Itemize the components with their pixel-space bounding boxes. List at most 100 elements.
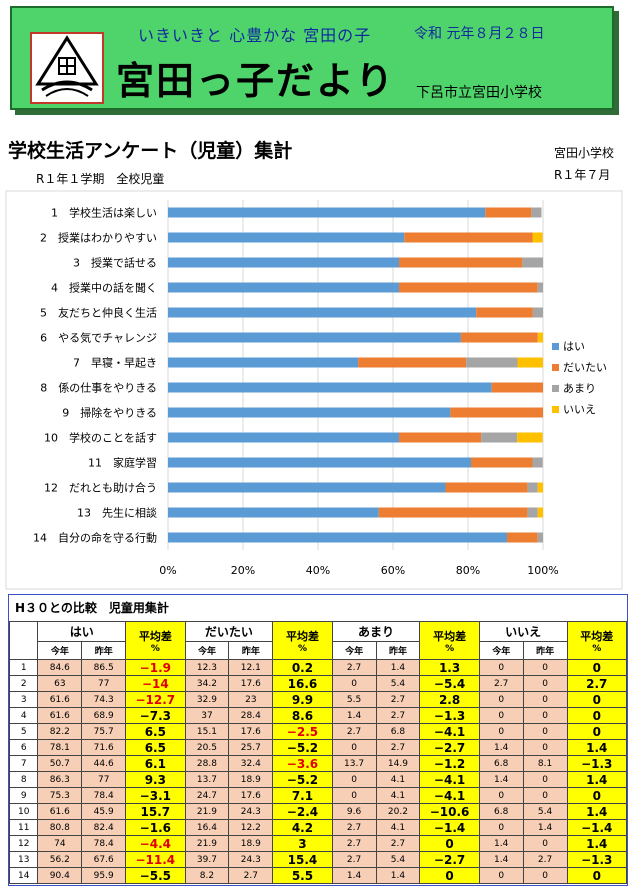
bar-segment <box>445 482 528 493</box>
school-emblem-icon <box>30 32 104 104</box>
avg-diff-value: −3.1 <box>125 787 186 804</box>
report-period: R１年１学期 全校児童 <box>36 172 165 186</box>
table-row: 8 86.3 77 9.3 13.7 18.9 −5.2 0 4.1 −4.1 1.4 0 1.4 <box>8 771 628 788</box>
this-year-value: 16.4 <box>184 819 230 836</box>
avg-diff-value: 9.9 <box>272 691 333 708</box>
bar-segment <box>537 482 543 493</box>
bar-segment <box>399 257 523 268</box>
last-year-value: 4.1 <box>375 787 421 804</box>
this-year-value: 13.7 <box>184 771 230 788</box>
this-year-value: 15.1 <box>184 723 230 740</box>
this-year-value: 1.4 <box>478 771 524 788</box>
avg-diff-value: −7.3 <box>125 707 186 724</box>
last-year-value: 24.3 <box>228 851 274 868</box>
category-label: 14 自分の命を守る行動 <box>33 531 157 545</box>
row-number: 14 <box>8 867 39 884</box>
x-tick-label: 40% <box>306 564 330 577</box>
category-label: 3 授業で話せる <box>73 256 157 270</box>
avg-diff-value: 1.4 <box>566 739 628 756</box>
this-year-value: 84.6 <box>37 659 83 676</box>
avg-diff-value: −1.4 <box>419 819 480 836</box>
avg-diff-value: 2.8 <box>419 691 480 708</box>
this-year-value: 13.7 <box>331 755 377 772</box>
bar-segment <box>537 332 543 343</box>
avg-diff-value: 1.4 <box>566 835 628 852</box>
this-year-value: 2.7 <box>331 835 377 852</box>
last-year-value: 82.4 <box>81 819 127 836</box>
table-row: 10 61.6 45.9 15.7 21.9 24.3 −2.4 9.6 20.2 −10.6 6.… <box>8 803 628 820</box>
this-year-value: 39.7 <box>184 851 230 868</box>
category-label: 8 係の仕事をやりきる <box>40 382 157 395</box>
last-year-value: 8.1 <box>522 755 568 772</box>
avg-diff-label: 平均差 <box>433 629 467 643</box>
avg-diff-value: 7.1 <box>272 787 333 804</box>
legend-swatch <box>552 385 559 392</box>
bar-segment <box>168 357 359 368</box>
legend-swatch <box>552 343 559 350</box>
last-year-value: 5.4 <box>522 803 568 820</box>
this-year-value: 1.4 <box>478 835 524 852</box>
bar-segment <box>168 257 399 268</box>
avg-diff-value: 0 <box>566 723 628 740</box>
group-header: あまり <box>331 621 421 642</box>
avg-diff-value: 4.2 <box>272 819 333 836</box>
avg-diff-value: −1.4 <box>566 819 628 836</box>
this-year-value: 34.2 <box>184 675 230 692</box>
this-year-value: 1.4 <box>478 739 524 756</box>
percent-label: % <box>592 643 602 654</box>
last-year-value: 17.6 <box>228 675 274 692</box>
last-year-value: 1.4 <box>375 659 421 676</box>
avg-diff-value: −10.6 <box>419 803 480 820</box>
last-year-value: 2.7 <box>375 835 421 852</box>
legend-swatch <box>552 364 559 371</box>
bar-segment <box>399 432 482 443</box>
avg-diff-value: 0 <box>566 659 628 676</box>
bar-segment <box>168 207 486 218</box>
avg-diff-value: −1.9 <box>125 659 186 676</box>
table-row: 7 50.7 44.6 6.1 28.8 32.4 −3.6 13.7 14.9 −1.2 6.8 8… <box>8 755 628 772</box>
last-year-value: 20.2 <box>375 803 421 820</box>
last-year-value: 44.6 <box>81 755 127 772</box>
bar-segment <box>450 407 543 418</box>
this-year-header: 今年 <box>331 641 377 660</box>
this-year-value: 0 <box>331 771 377 788</box>
category-label: 2 授業はわかりやすい <box>40 231 157 245</box>
category-label: 10 学校のことを話す <box>44 431 157 445</box>
avg-diff-value: 6.5 <box>125 739 186 756</box>
this-year-value: 8.2 <box>184 867 230 884</box>
this-year-value: 1.4 <box>331 707 377 724</box>
row-number: 7 <box>8 755 39 772</box>
row-number: 3 <box>8 691 39 708</box>
percent-label: % <box>297 643 307 654</box>
comparison-section: H３０との比較 児童用集計 はい 平均差% だいたい 平均差% あまり 平均差% いいえ 平均… <box>8 594 628 886</box>
last-year-value: 6.8 <box>375 723 421 740</box>
this-year-value: 0 <box>478 723 524 740</box>
this-year-value: 0 <box>478 787 524 804</box>
report-title: 学校生活アンケート（児童）集計 <box>8 140 293 162</box>
avg-diff-value: −4.1 <box>419 787 480 804</box>
legend-label: あまり <box>563 382 596 395</box>
this-year-value: 1.4 <box>478 851 524 868</box>
avg-diff-value: −11.4 <box>125 851 186 868</box>
table-row: 2 63 77 −14 34.2 17.6 16.6 0 5.4 −5.4 2.7 0 2.7 <box>8 675 628 692</box>
last-year-value: 14.9 <box>375 755 421 772</box>
bar-segment <box>168 532 507 543</box>
table-row: 12 74 78.4 −4.4 21.9 18.9 3 2.7 2.7 0 1.4 0 1.4 <box>8 835 628 852</box>
bar-segment <box>168 307 477 318</box>
bar-segment <box>168 482 446 493</box>
avg-diff-value: 0 <box>566 867 628 884</box>
this-year-value: 21.9 <box>184 803 230 820</box>
legend-label: はい <box>563 340 585 353</box>
report-school: 宮田小学校 <box>554 146 615 160</box>
this-year-value: 12.3 <box>184 659 230 676</box>
this-year-value: 2.7 <box>331 723 377 740</box>
last-year-value: 0 <box>522 723 568 740</box>
bar-segment <box>485 207 532 218</box>
last-year-value: 28.4 <box>228 707 274 724</box>
last-year-header: 昨年 <box>522 641 568 660</box>
group-header: はい <box>37 621 127 642</box>
category-label: 9 掃除をやりきる <box>62 406 157 420</box>
last-year-value: 2.7 <box>375 739 421 756</box>
newsletter-banner: いきいきと 心豊かな 宮田の子 令和 元年８月２８日 宮田っ子だより 下呂市立宮… <box>10 6 614 110</box>
avg-diff-value: 16.6 <box>272 675 333 692</box>
